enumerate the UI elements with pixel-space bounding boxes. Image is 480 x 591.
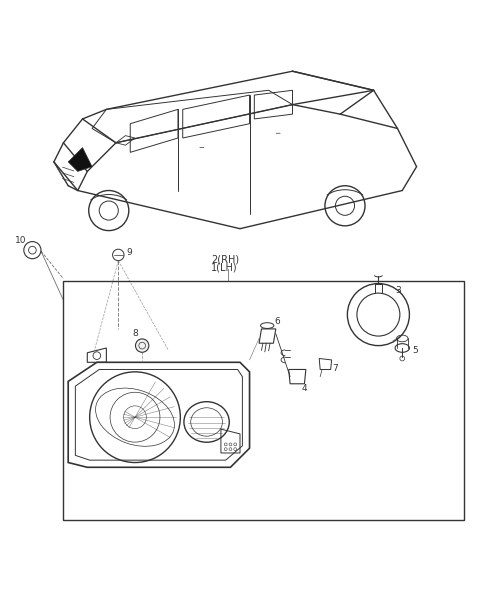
Text: 5: 5 — [413, 346, 419, 355]
Text: 8: 8 — [132, 329, 138, 338]
Text: 10: 10 — [15, 236, 26, 245]
Text: 2(RH): 2(RH) — [211, 255, 240, 265]
Polygon shape — [68, 148, 92, 171]
Text: 9: 9 — [126, 248, 132, 257]
Circle shape — [135, 339, 149, 352]
Text: 6: 6 — [275, 317, 280, 326]
Text: 1(LH): 1(LH) — [211, 263, 238, 273]
Text: 7: 7 — [332, 363, 338, 372]
Text: 3: 3 — [395, 286, 401, 296]
Text: 4: 4 — [301, 384, 307, 393]
